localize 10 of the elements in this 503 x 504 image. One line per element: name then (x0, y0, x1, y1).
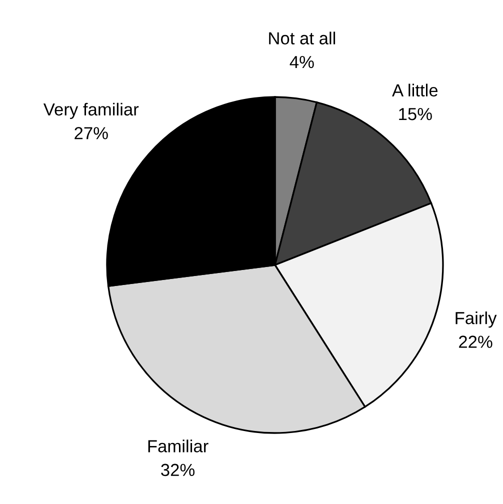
slice-label: Fairly (456, 311, 497, 328)
slice-label: Familiar (148, 440, 208, 452)
data-label: 32% (161, 464, 195, 476)
data-label: 15% (399, 108, 432, 120)
slice-label: Very familiar (43, 102, 139, 120)
data-label: 27% (74, 127, 108, 140)
data-label: 22% (459, 336, 492, 348)
slice-label: A little (392, 84, 438, 96)
data-label: 4% (290, 56, 314, 68)
slice-label: Not at all (269, 32, 336, 44)
